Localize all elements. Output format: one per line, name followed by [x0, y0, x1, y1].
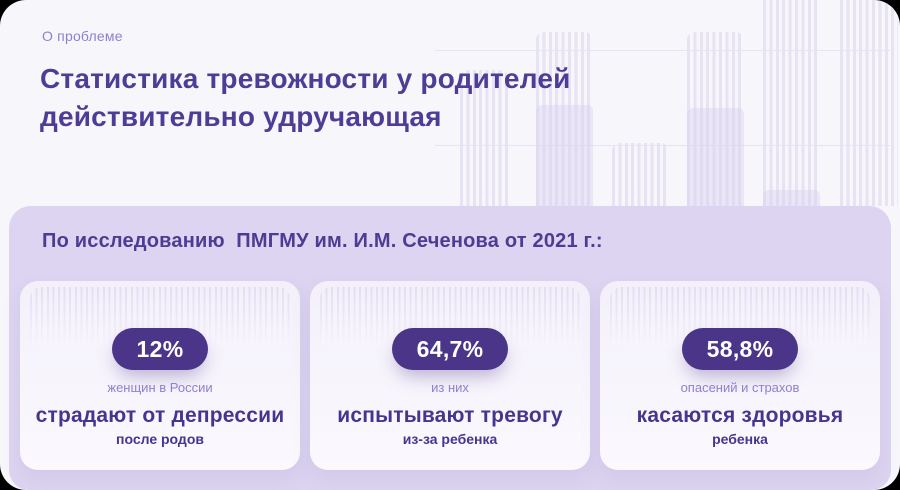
stat-value-badge: 12%: [111, 328, 209, 370]
decor-bar: [612, 143, 669, 206]
stat-unit-label: из них: [431, 380, 469, 395]
decor-gridline: [435, 145, 890, 146]
stat-detail: ребенка: [712, 431, 768, 447]
decor-bar-overlay: [687, 108, 744, 206]
stat-unit-label: опасений и страхов: [680, 380, 800, 395]
stat-value-badge: 58,8%: [681, 328, 799, 370]
stat-statement: касаются здоровья: [636, 404, 844, 427]
decor-gridline: [435, 50, 890, 51]
stat-statement: страдают от депрессии: [35, 404, 285, 427]
stat-value-badge: 64,7%: [391, 328, 509, 370]
decor-bar-overlay: [763, 190, 820, 206]
stat-detail: после родов: [116, 431, 204, 447]
stat-card-anxiety: 64,7% из них испытывают тревогу из-за ре…: [310, 281, 590, 470]
decor-bar: [840, 0, 898, 206]
stat-card-health-fears: 58,8% опасений и страхов касаются здоров…: [600, 281, 880, 470]
eyebrow-label: О проблеме: [42, 28, 123, 44]
research-panel-heading: По исследованию ПМГМУ им. И.М. Сеченова …: [42, 230, 603, 252]
stat-unit-label: женщин в России: [107, 380, 213, 395]
slide-title-line-2: действительно удручающая: [40, 101, 442, 132]
slide-title-line-1: Статистика тревожности у родителей: [40, 63, 571, 94]
stat-statement: испытывают тревогу: [337, 404, 563, 427]
slide-title: Статистика тревожности у родителей дейст…: [40, 60, 571, 136]
stat-card-depression: 12% женщин в России страдают от депресси…: [20, 281, 300, 470]
decor-bar: [687, 32, 744, 206]
decor-bar: [763, 0, 820, 206]
stat-detail: из-за ребенка: [402, 431, 498, 447]
research-panel: По исследованию ПМГМУ им. И.М. Сеченова …: [9, 206, 891, 490]
stat-cards-row: 12% женщин в России страдают от депресси…: [20, 281, 880, 470]
